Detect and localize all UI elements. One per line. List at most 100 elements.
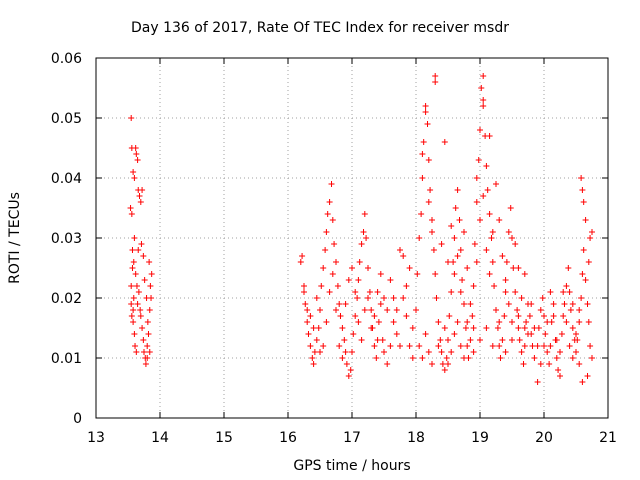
data-point <box>137 313 144 319</box>
data-point <box>480 193 487 199</box>
data-point <box>134 157 141 163</box>
data-point <box>329 271 336 277</box>
data-point <box>130 307 137 313</box>
data-point <box>528 301 535 307</box>
data-point <box>566 343 573 349</box>
data-point <box>329 217 336 223</box>
data-point <box>445 361 451 367</box>
x-tick-label: 16 <box>279 430 297 446</box>
data-point <box>484 187 491 193</box>
y-tick-label: 0.06 <box>51 51 82 67</box>
data-point <box>425 349 432 355</box>
data-point <box>135 289 142 295</box>
data-point <box>432 73 439 79</box>
data-point <box>582 277 589 283</box>
data-point <box>137 199 144 205</box>
data-point <box>550 301 557 307</box>
tick-marks <box>95 57 609 419</box>
data-point <box>131 175 138 181</box>
data-point <box>345 373 352 379</box>
data-point <box>576 319 583 325</box>
data-point <box>435 319 442 325</box>
x-tick-label: 21 <box>599 430 617 446</box>
data-point <box>384 307 391 313</box>
data-point <box>130 319 137 325</box>
data-point <box>477 217 483 223</box>
data-point <box>430 247 437 253</box>
data-point <box>461 355 467 361</box>
data-point <box>131 331 138 337</box>
data-point <box>541 313 547 319</box>
data-point <box>424 121 431 127</box>
data-point <box>454 187 461 193</box>
data-point <box>587 235 594 241</box>
data-point <box>377 301 384 307</box>
data-point <box>128 283 135 289</box>
data-point <box>333 307 339 313</box>
data-point <box>355 277 362 283</box>
data-point <box>512 241 519 247</box>
x-axis-label: GPS time / hours <box>293 458 410 474</box>
data-point <box>467 337 474 343</box>
data-point <box>502 289 509 295</box>
data-point <box>313 337 320 343</box>
data-point <box>358 241 365 247</box>
data-point <box>473 175 480 181</box>
data-point <box>445 337 451 343</box>
data-point <box>489 229 496 235</box>
data-point <box>307 313 314 319</box>
data-point <box>133 283 140 289</box>
data-point <box>400 253 407 259</box>
data-point <box>375 319 382 325</box>
data-point <box>473 199 480 205</box>
data-point <box>553 355 560 361</box>
data-point <box>464 265 471 271</box>
data-point <box>134 301 141 307</box>
data-point <box>534 343 541 349</box>
data-point <box>377 271 384 277</box>
data-point <box>333 259 339 265</box>
data-point <box>544 319 551 325</box>
data-point <box>420 139 427 145</box>
data-point <box>418 211 425 217</box>
data-point <box>403 313 410 319</box>
data-point <box>584 373 591 379</box>
data-point <box>429 361 435 367</box>
data-point <box>507 205 514 211</box>
data-point <box>148 295 155 301</box>
data-point <box>480 103 487 109</box>
data-point <box>488 235 495 241</box>
data-point <box>390 295 397 301</box>
data-point <box>345 277 352 283</box>
data-point <box>502 349 509 355</box>
data-point <box>349 265 355 271</box>
data-point <box>454 319 461 325</box>
data-point <box>323 229 330 235</box>
data-point <box>544 349 551 355</box>
data-point <box>561 301 568 307</box>
data-point <box>451 235 458 241</box>
data-point <box>515 325 522 331</box>
data-point <box>400 295 407 301</box>
data-point <box>565 265 572 271</box>
data-point <box>457 343 464 349</box>
data-point <box>582 217 589 223</box>
data-point <box>310 325 317 331</box>
x-tick-label: 17 <box>343 430 361 446</box>
y-tick-label: 0.05 <box>51 111 82 127</box>
data-point <box>374 337 381 343</box>
data-point <box>368 325 375 331</box>
data-point <box>432 79 439 85</box>
data-point <box>297 259 304 265</box>
data-point <box>397 343 403 349</box>
data-point <box>537 361 544 367</box>
data-point <box>146 259 153 265</box>
data-point <box>373 355 380 361</box>
data-point <box>144 343 151 349</box>
data-point <box>146 307 153 313</box>
data-point <box>320 265 327 271</box>
data-point <box>130 295 137 301</box>
data-point <box>496 343 503 349</box>
data-point <box>135 247 142 253</box>
